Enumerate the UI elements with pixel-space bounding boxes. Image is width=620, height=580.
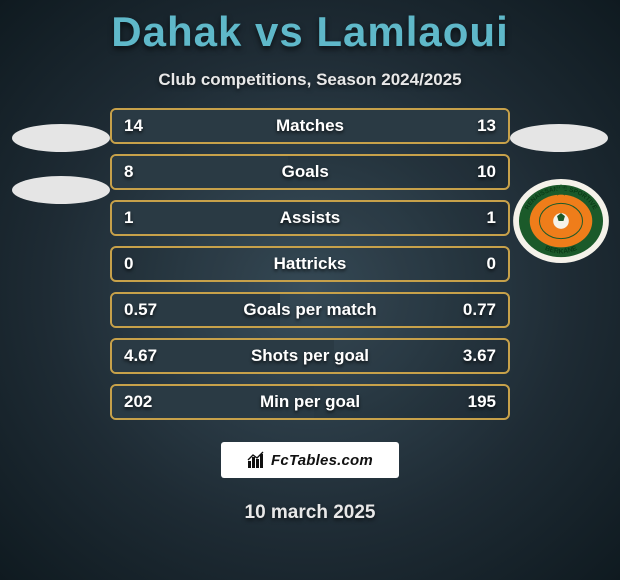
stat-left-value: 8	[112, 162, 133, 182]
stat-row-hattricks: 0 Hattricks 0	[110, 246, 510, 282]
bars-icon	[247, 451, 267, 469]
fctables-label: FcTables.com	[271, 452, 373, 469]
stat-left-value: 0	[112, 254, 133, 274]
stat-left-value: 1	[112, 208, 133, 228]
left-team-flag-icon	[12, 124, 110, 152]
stat-label: Min per goal	[152, 392, 467, 412]
stat-left-value: 202	[112, 392, 152, 412]
stat-right-value: 0	[487, 254, 508, 274]
right-club-badge-icon: RENAISSANCE SPORTIVE BERKANE	[512, 178, 610, 264]
page-title: Dahak vs Lamlaoui	[0, 0, 620, 56]
stats-container: 14 Matches 13 8 Goals 10 1 Assists 1 0 H…	[110, 108, 510, 420]
stat-row-assists: 1 Assists 1	[110, 200, 510, 236]
stat-label: Assists	[133, 208, 486, 228]
left-club-badge-icon	[12, 176, 110, 204]
stat-right-value: 10	[477, 162, 508, 182]
stat-row-goals-per-match: 0.57 Goals per match 0.77	[110, 292, 510, 328]
stat-label: Goals per match	[157, 300, 463, 320]
stat-left-value: 4.67	[112, 346, 157, 366]
stat-right-value: 0.77	[463, 300, 508, 320]
stat-right-value: 13	[477, 116, 508, 136]
stat-row-min-per-goal: 202 Min per goal 195	[110, 384, 510, 420]
page-subtitle: Club competitions, Season 2024/2025	[0, 70, 620, 90]
stat-left-value: 14	[112, 116, 143, 136]
stat-right-value: 195	[468, 392, 508, 412]
stat-label: Shots per goal	[157, 346, 463, 366]
fctables-link[interactable]: FcTables.com	[221, 442, 399, 478]
stat-row-matches: 14 Matches 13	[110, 108, 510, 144]
stat-right-value: 1	[487, 208, 508, 228]
stat-label: Matches	[143, 116, 477, 136]
stat-left-value: 0.57	[112, 300, 157, 320]
footer-date: 10 march 2025	[0, 502, 620, 524]
stat-label: Hattricks	[133, 254, 486, 274]
stat-row-shots-per-goal: 4.67 Shots per goal 3.67	[110, 338, 510, 374]
stat-row-goals: 8 Goals 10	[110, 154, 510, 190]
stat-label: Goals	[133, 162, 477, 182]
stat-right-value: 3.67	[463, 346, 508, 366]
right-team-flag-icon	[510, 124, 608, 152]
